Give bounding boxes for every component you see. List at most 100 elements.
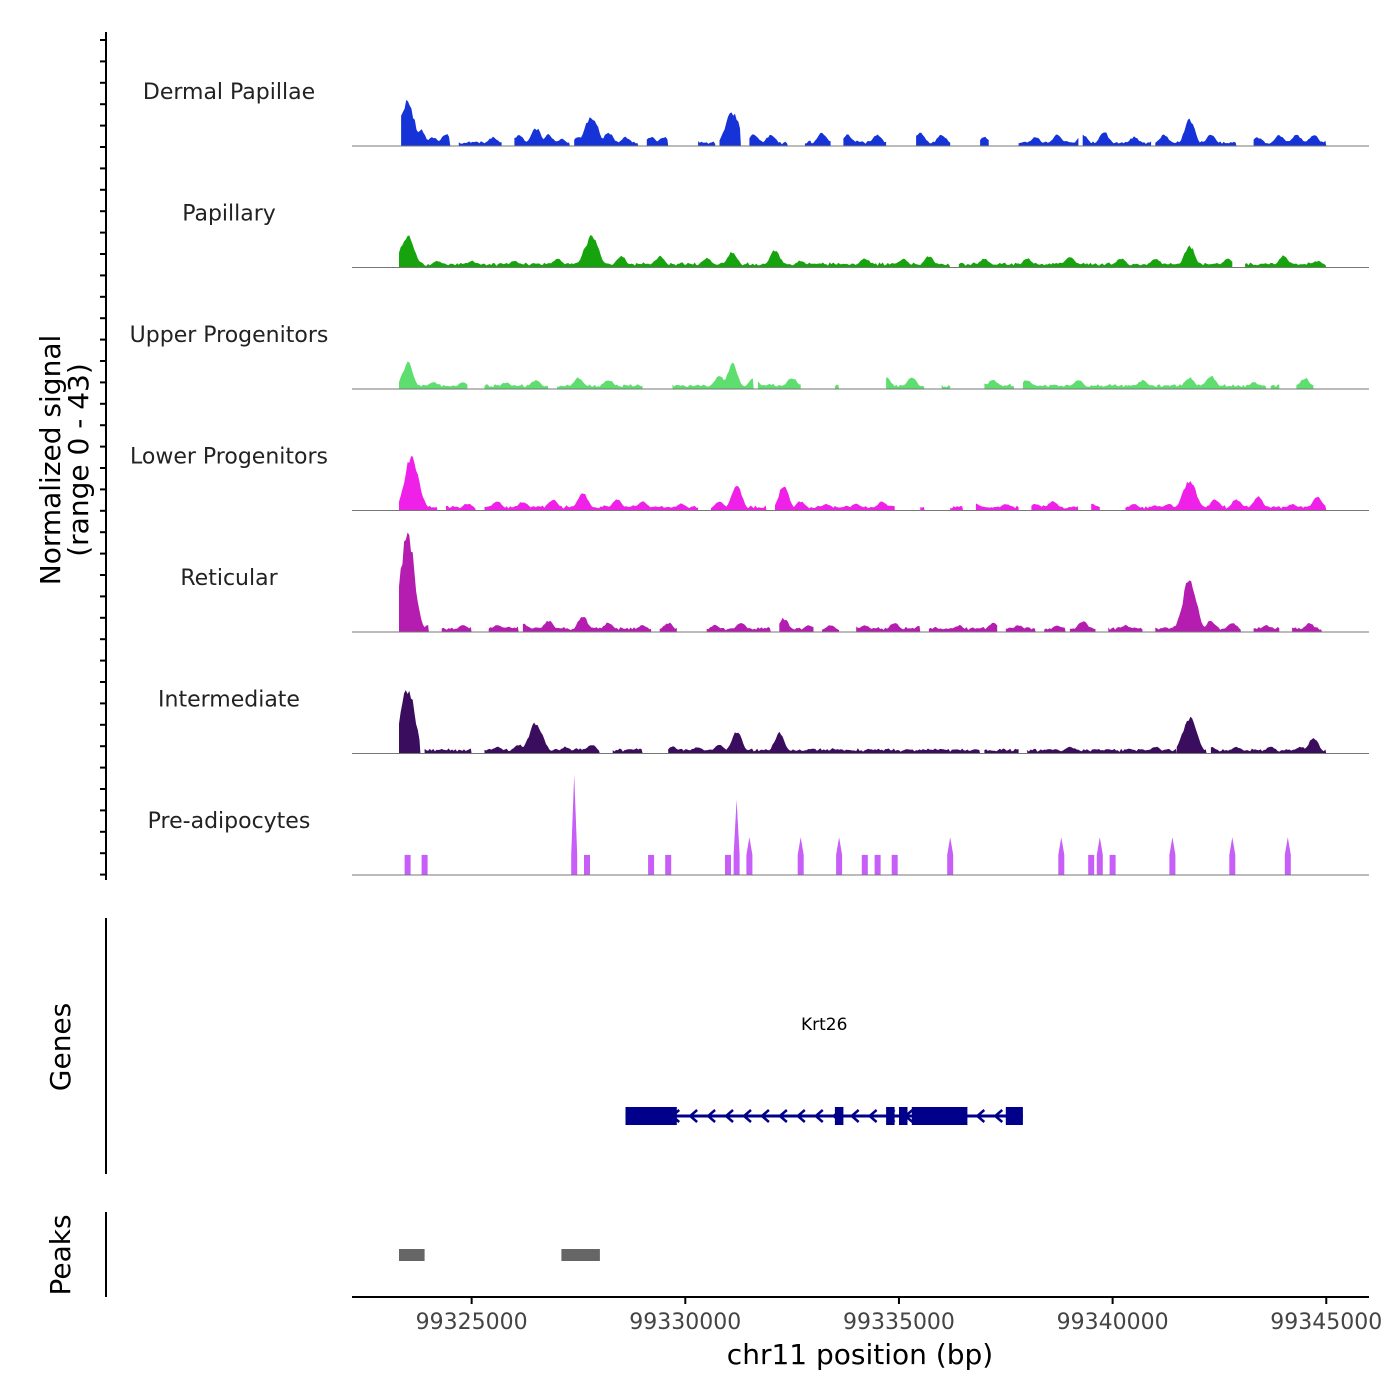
coverage-area [488, 625, 519, 632]
coverage-area [399, 361, 468, 389]
y-axis-title-line1: Normalized signal [34, 335, 67, 586]
coverage-area [1018, 134, 1079, 146]
x-tick-label: 99330000 [629, 1310, 741, 1335]
coverage-area [514, 128, 570, 146]
coverage-area [1005, 625, 1036, 632]
track-pre-adipocytes: Pre-adipocytes [148, 774, 1369, 876]
strand-arrow [993, 1109, 1004, 1123]
coverage-area [749, 134, 788, 146]
strand-arrow [813, 1109, 824, 1123]
coverage-area [834, 384, 840, 389]
x-tick-label: 99325000 [416, 1310, 528, 1335]
coverage-area [886, 377, 925, 389]
coverage-area [1031, 501, 1079, 511]
coverage-area [446, 503, 476, 511]
coverage-peak [1229, 837, 1236, 875]
coverage-area [980, 136, 989, 146]
gene-exon [834, 1107, 844, 1125]
x-tick-label: 99340000 [1057, 1310, 1169, 1335]
coverage-area [484, 380, 549, 389]
coverage-area [916, 132, 951, 146]
track-reticular: Reticular [180, 532, 1369, 633]
coverage-tracks: Dermal Papillae Papillary Upper Progenitor… [130, 80, 1369, 876]
coverage-peak [797, 837, 804, 875]
coverage-area [950, 506, 964, 511]
coverage-area [822, 625, 840, 632]
coverage-area [574, 117, 639, 146]
y-axis-title-line2: (range 0 - 43) [62, 363, 95, 557]
strand-arrow [760, 1109, 770, 1123]
coverage-peak [1088, 854, 1095, 875]
coverage-peak [746, 837, 753, 875]
coverage-area [1027, 746, 1177, 754]
track-label: Papillary [182, 202, 276, 227]
coverage-peak [648, 854, 655, 875]
track-label: Intermediate [158, 688, 300, 713]
coverage-area [557, 377, 643, 389]
coverage-area [458, 136, 502, 146]
coverage-area [1082, 132, 1152, 146]
coverage-area [1155, 580, 1241, 632]
coverage-area [1125, 481, 1327, 511]
track-label: Pre-adipocytes [148, 809, 311, 834]
coverage-peak [1058, 837, 1065, 875]
coverage-area [1210, 738, 1327, 754]
coverage-peak [1169, 837, 1176, 875]
coverage-area [710, 486, 767, 511]
coverage-area [1091, 503, 1100, 511]
coverage-peak [421, 854, 428, 875]
peaks-panel-title: Peaks [44, 1214, 77, 1295]
coverage-area [958, 245, 1233, 268]
coverage-area [1069, 621, 1096, 632]
coverage-area [706, 623, 771, 632]
coverage-area [484, 722, 600, 754]
track-label: Reticular [180, 566, 278, 591]
track-label: Dermal Papillae [143, 80, 315, 105]
strand-arrow [742, 1109, 752, 1123]
coverage-area [941, 384, 951, 389]
coverage-area [1296, 377, 1314, 389]
coverage-peak [1284, 837, 1291, 875]
coverage-peak [1096, 837, 1103, 875]
coverage-area [399, 690, 421, 754]
signal-y-axis [100, 32, 107, 880]
coverage-area [424, 748, 472, 754]
coverage-area [612, 748, 643, 754]
coverage-area [1253, 625, 1280, 632]
gene-track: Krt26 [625, 1015, 1023, 1125]
coverage-area [441, 625, 472, 632]
coverage-area [1108, 624, 1143, 632]
coverage-area [698, 141, 716, 146]
coverage-area [522, 617, 652, 632]
coverage-area [779, 617, 814, 632]
coverage-area [843, 134, 887, 146]
coverage-peak [891, 854, 898, 875]
track-lower-progenitors: Lower Progenitors [130, 445, 1369, 511]
coverage-area [775, 486, 895, 511]
gene-exon [1005, 1107, 1023, 1125]
coverage-area [484, 493, 699, 511]
gene-exon [886, 1107, 895, 1125]
strand-arrow [849, 1109, 860, 1123]
coverage-area [1176, 716, 1207, 754]
coverage-area [804, 132, 831, 146]
gene-exon [911, 1107, 968, 1125]
x-tick-label: 99345000 [1270, 1310, 1382, 1335]
track-label: Upper Progenitors [130, 323, 329, 348]
x-axis-ticks: 99325000 99330000 99335000 99340000 99345000 [416, 1297, 1382, 1335]
coverage-area [975, 503, 1019, 511]
coverage-area [399, 456, 438, 511]
strand-arrow [688, 1109, 698, 1123]
coverage-area [659, 622, 677, 632]
gene-label: Krt26 [801, 1015, 847, 1035]
track-upper-progenitors: Upper Progenitors [130, 323, 1369, 390]
peak-region [561, 1249, 600, 1261]
coverage-area [1253, 134, 1327, 146]
coverage-peak [725, 854, 731, 875]
coverage-area [856, 623, 921, 632]
track-papillary: Papillary [182, 202, 1369, 268]
coverage-area [928, 622, 998, 632]
coverage-peak [733, 799, 740, 875]
coverage-area [399, 532, 429, 632]
